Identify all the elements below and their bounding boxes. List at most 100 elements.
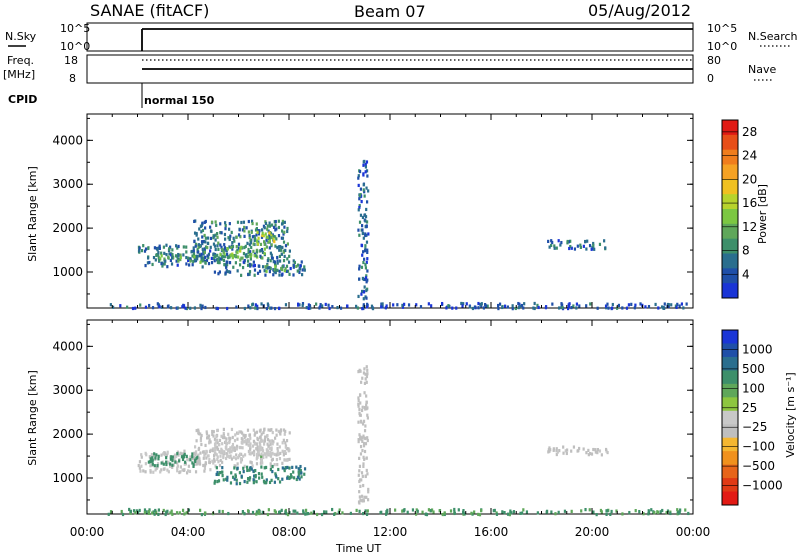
data-cell xyxy=(187,256,190,260)
velocity-colorbar-label: Velocity [m s⁻¹] xyxy=(784,372,797,457)
data-cell xyxy=(362,441,366,446)
data-cell xyxy=(248,272,251,276)
data-cell xyxy=(280,252,283,256)
data-cell xyxy=(151,458,154,462)
data-cell xyxy=(366,174,369,178)
data-cell xyxy=(262,234,265,238)
data-cell xyxy=(570,246,573,250)
data-cell xyxy=(206,245,209,250)
data-cell xyxy=(180,452,183,456)
data-cell xyxy=(365,365,368,369)
data-cell xyxy=(238,228,241,232)
data-cell xyxy=(213,451,216,455)
data-cell xyxy=(253,474,256,478)
data-cell xyxy=(191,249,194,254)
data-cell xyxy=(268,246,271,250)
data-cell xyxy=(678,304,681,308)
data-cell xyxy=(269,235,272,239)
data-cell xyxy=(361,376,364,380)
data-cell xyxy=(589,451,592,456)
data-cell xyxy=(265,478,268,482)
data-cell xyxy=(107,512,110,516)
data-cell xyxy=(204,236,207,240)
data-cell xyxy=(151,262,154,267)
data-cell xyxy=(207,252,211,256)
data-cell xyxy=(261,449,265,453)
data-cell xyxy=(498,302,502,306)
data-cell xyxy=(366,269,369,273)
data-cell xyxy=(180,455,184,459)
data-cell xyxy=(246,468,249,473)
data-cell xyxy=(145,510,148,514)
data-cell xyxy=(478,513,482,517)
data-cell xyxy=(254,306,257,310)
data-cell xyxy=(131,306,135,311)
colorbar-swatch xyxy=(722,437,738,452)
data-cell xyxy=(255,222,258,226)
data-cell xyxy=(356,306,359,310)
data-cell xyxy=(514,306,517,311)
data-cell xyxy=(119,304,122,308)
data-cell xyxy=(360,224,364,228)
data-cell xyxy=(268,269,271,274)
colorbar-swatch xyxy=(722,478,738,493)
data-cell xyxy=(211,432,214,436)
data-cell xyxy=(149,464,152,468)
data-cell xyxy=(360,380,363,384)
data-cell xyxy=(634,509,637,513)
data-cell xyxy=(239,235,242,239)
data-cell xyxy=(276,261,279,265)
data-cell xyxy=(187,458,190,462)
data-cell xyxy=(174,460,177,464)
data-cell xyxy=(537,305,540,310)
data-cell xyxy=(361,215,365,220)
data-cell xyxy=(665,511,668,515)
data-cell xyxy=(278,273,281,277)
data-cell xyxy=(517,306,520,310)
data-cell xyxy=(203,469,206,473)
data-cell xyxy=(261,233,264,238)
data-cell xyxy=(144,247,148,251)
data-cell xyxy=(223,254,226,259)
data-cell xyxy=(163,451,166,455)
data-cell xyxy=(249,452,252,456)
data-cell xyxy=(570,509,573,513)
data-cell xyxy=(224,271,227,275)
data-cell xyxy=(394,508,397,512)
data-cell xyxy=(237,242,241,246)
data-cell xyxy=(221,449,224,453)
data-cell xyxy=(277,453,280,457)
data-cell xyxy=(237,255,240,259)
freq-left-tick-top: 18 xyxy=(64,54,78,67)
data-cell xyxy=(503,511,506,515)
data-cell xyxy=(462,509,465,513)
data-cell xyxy=(284,445,287,449)
data-cell xyxy=(176,466,179,470)
data-cell xyxy=(519,304,522,308)
data-cell xyxy=(277,225,281,230)
data-cell xyxy=(157,454,160,458)
data-cell xyxy=(200,513,203,517)
data-cell xyxy=(153,464,156,468)
data-cell xyxy=(231,252,234,256)
data-cell xyxy=(214,238,217,242)
data-cell xyxy=(165,243,168,247)
data-cell xyxy=(149,470,152,474)
data-cell xyxy=(202,250,205,254)
data-cell xyxy=(265,448,268,452)
data-cell xyxy=(213,254,216,258)
data-cell xyxy=(566,239,569,244)
data-cell xyxy=(193,219,196,224)
data-cell xyxy=(633,306,636,310)
data-cell xyxy=(240,245,243,249)
data-cell xyxy=(146,261,150,265)
data-cell xyxy=(269,439,273,444)
data-cell xyxy=(288,448,291,452)
data-cell xyxy=(153,246,157,250)
data-cell xyxy=(196,455,199,459)
data-cell xyxy=(366,436,369,440)
data-cell xyxy=(193,231,197,235)
data-cell xyxy=(638,509,641,514)
data-cell xyxy=(283,254,286,259)
data-cell xyxy=(365,224,368,229)
